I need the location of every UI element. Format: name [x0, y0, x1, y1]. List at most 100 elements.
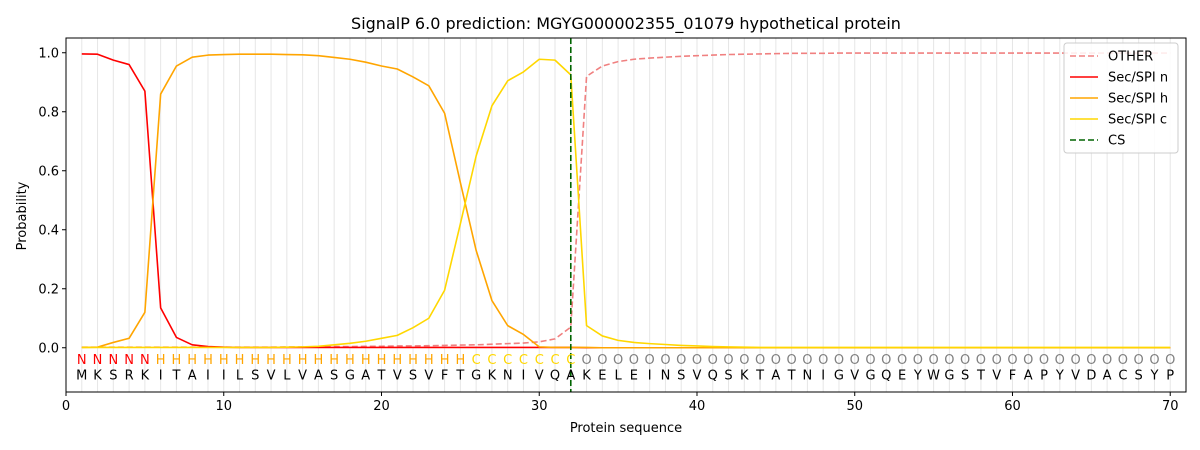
residue-letter: S	[330, 369, 338, 384]
residue-letter: I	[222, 369, 226, 384]
region-label: O	[834, 353, 844, 368]
residue-letter: T	[755, 369, 764, 384]
region-label: O	[960, 353, 970, 368]
region-label: O	[881, 353, 891, 368]
region-label: O	[1118, 353, 1128, 368]
residue-letter: K	[141, 369, 150, 384]
residue-letter: V	[267, 369, 276, 384]
region-label: O	[645, 353, 655, 368]
region-label: O	[739, 353, 749, 368]
region-label: O	[676, 353, 686, 368]
residue-letter: A	[188, 369, 197, 384]
residue-letter: S	[409, 369, 417, 384]
residue-letter: G	[471, 369, 481, 384]
y-tick-label: 0.6	[38, 164, 59, 179]
residue-letter: F	[1009, 369, 1016, 384]
region-label: N	[77, 353, 87, 368]
region-label: H	[298, 353, 308, 368]
region-label: O	[771, 353, 781, 368]
legend-box	[1063, 42, 1179, 154]
region-label: O	[1102, 353, 1112, 368]
residue-letter: R	[125, 369, 134, 384]
region-label: H	[329, 353, 339, 368]
residue-letter: A	[361, 369, 370, 384]
region-label: H	[266, 353, 276, 368]
region-label: C	[550, 353, 559, 368]
region-label: C	[519, 353, 528, 368]
y-tick-label: 0.0	[38, 341, 59, 356]
residue-letter: A	[1024, 369, 1033, 384]
series-line-sec-spi-n	[81, 53, 1171, 349]
residue-letter: P	[1040, 369, 1048, 384]
region-label: H	[455, 353, 465, 368]
legend-label: Sec/SPI h	[1108, 92, 1168, 107]
region-label: C	[472, 353, 481, 368]
y-tick-label: 1.0	[38, 46, 59, 61]
x-tick-label: 30	[531, 399, 548, 414]
region-label: O	[992, 353, 1002, 368]
residue-letter: Y	[1055, 369, 1064, 384]
region-label: O	[976, 353, 986, 368]
region-label: H	[219, 353, 229, 368]
residue-letter: G	[865, 369, 875, 384]
residue-letter: V	[298, 369, 307, 384]
residue-letter: Q	[550, 369, 560, 384]
residue-letter: V	[393, 369, 402, 384]
residue-letter: N	[503, 369, 513, 384]
x-tick-label: 50	[846, 399, 863, 414]
residue-letter: D	[1086, 369, 1096, 384]
region-label: O	[1055, 353, 1065, 368]
region-label: O	[1070, 353, 1080, 368]
x-tick-label: 20	[373, 399, 390, 414]
legend: OTHER Sec/SPI n Sec/SPI h Sec/SPI c CS	[1063, 42, 1179, 154]
residue-letter: K	[582, 369, 591, 384]
residue-letter: A	[314, 369, 323, 384]
residue-letter: G	[944, 369, 954, 384]
region-label: H	[408, 353, 418, 368]
region-label: H	[314, 353, 324, 368]
x-axis-title: Protein sequence	[570, 421, 682, 436]
region-label: O	[660, 353, 670, 368]
residue-letter: K	[740, 369, 749, 384]
region-label: O	[1086, 353, 1096, 368]
region-label: O	[850, 353, 860, 368]
region-label: O	[1134, 353, 1144, 368]
residue-letter: G	[345, 369, 355, 384]
series-line-sec-spi-h	[81, 53, 1171, 349]
y-tick-label: 0.8	[38, 105, 59, 120]
region-label: H	[392, 353, 402, 368]
region-label: O	[928, 353, 938, 368]
residue-letter: Q	[708, 369, 718, 384]
legend-label: CS	[1108, 134, 1125, 149]
region-label: H	[235, 353, 245, 368]
region-label: N	[140, 353, 150, 368]
residue-letter: L	[614, 369, 622, 384]
chart-title: SignalP 6.0 prediction: MGYG000002355_01…	[351, 14, 901, 34]
residue-letter: G	[834, 369, 844, 384]
x-tick-label: 10	[215, 399, 232, 414]
residue-letter: T	[171, 369, 180, 384]
region-label: O	[818, 353, 828, 368]
region-label: O	[613, 353, 623, 368]
residue-letter: S	[724, 369, 732, 384]
x-tick-label: 0	[62, 399, 70, 414]
residue-letter: E	[898, 369, 906, 384]
residue-letter: I	[159, 369, 163, 384]
region-label: O	[913, 353, 923, 368]
residue-letter: I	[821, 369, 825, 384]
residue-letter: I	[648, 369, 652, 384]
region-label: O	[597, 353, 607, 368]
residue-letter: A	[1103, 369, 1112, 384]
y-axis-title: Probability	[15, 181, 30, 250]
residue-letter: N	[803, 369, 813, 384]
residue-letter: I	[206, 369, 210, 384]
region-label: O	[692, 353, 702, 368]
residue-letter: V	[693, 369, 702, 384]
y-tick-label: 0.4	[38, 223, 59, 238]
residue-letter: V	[992, 369, 1001, 384]
region-label: O	[1039, 353, 1049, 368]
residue-letter: P	[1166, 369, 1174, 384]
region-label: N	[108, 353, 118, 368]
residue-letter: F	[441, 369, 448, 384]
